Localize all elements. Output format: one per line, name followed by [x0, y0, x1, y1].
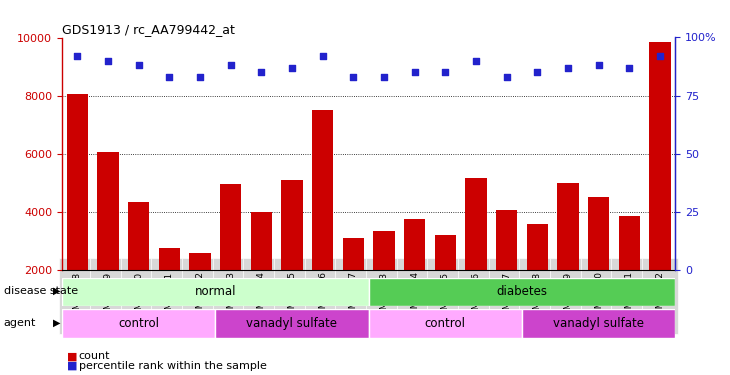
Point	[593, 62, 604, 68]
Bar	[369, 278, 675, 306]
Text: vanadyl sulfate: vanadyl sulfate	[553, 317, 644, 330]
Bar	[649, 42, 671, 328]
Bar	[465, 178, 487, 328]
Text: control: control	[118, 317, 159, 330]
Point	[378, 74, 390, 80]
Bar	[62, 278, 369, 306]
Point	[623, 65, 635, 71]
Bar	[66, 94, 88, 328]
Bar	[128, 202, 150, 328]
Text: percentile rank within the sample: percentile rank within the sample	[79, 361, 266, 370]
Bar	[189, 253, 211, 328]
Bar	[369, 309, 522, 338]
Point	[654, 53, 666, 59]
Bar	[496, 210, 518, 328]
Bar	[62, 309, 215, 338]
Bar	[215, 309, 369, 338]
Text: ▶: ▶	[53, 286, 60, 296]
Text: ▶: ▶	[53, 318, 60, 328]
Point	[72, 53, 83, 59]
Bar	[250, 212, 272, 328]
Point	[501, 74, 512, 80]
Bar	[522, 309, 675, 338]
Bar	[342, 238, 364, 328]
Point	[286, 65, 298, 71]
Text: ■: ■	[67, 351, 77, 361]
Text: diabetes: diabetes	[496, 285, 548, 298]
Text: agent: agent	[4, 318, 36, 328]
Text: vanadyl sulfate: vanadyl sulfate	[247, 317, 337, 330]
Text: ■: ■	[67, 361, 77, 370]
Point	[439, 69, 451, 75]
Point	[133, 62, 145, 68]
Text: control: control	[425, 317, 466, 330]
Bar	[312, 110, 334, 328]
Bar	[404, 219, 426, 328]
Bar	[373, 231, 395, 328]
Point	[225, 62, 237, 68]
Text: normal: normal	[195, 285, 236, 298]
Text: disease state: disease state	[4, 286, 78, 296]
Text: GDS1913 / rc_AA799442_at: GDS1913 / rc_AA799442_at	[62, 23, 235, 36]
Point	[409, 69, 420, 75]
Point	[531, 69, 543, 75]
Bar	[557, 183, 579, 328]
Point	[347, 74, 359, 80]
Point	[562, 65, 574, 71]
Point	[194, 74, 206, 80]
Bar	[97, 152, 119, 328]
Point	[317, 53, 328, 59]
Point	[470, 58, 482, 64]
Bar	[526, 224, 548, 328]
Point	[164, 74, 175, 80]
Bar	[434, 235, 456, 328]
Bar	[588, 197, 610, 328]
Bar	[220, 184, 242, 328]
Bar	[281, 180, 303, 328]
Point	[255, 69, 267, 75]
Bar	[618, 216, 640, 328]
Point	[102, 58, 114, 64]
Text: count: count	[79, 351, 110, 361]
Bar	[158, 248, 180, 328]
